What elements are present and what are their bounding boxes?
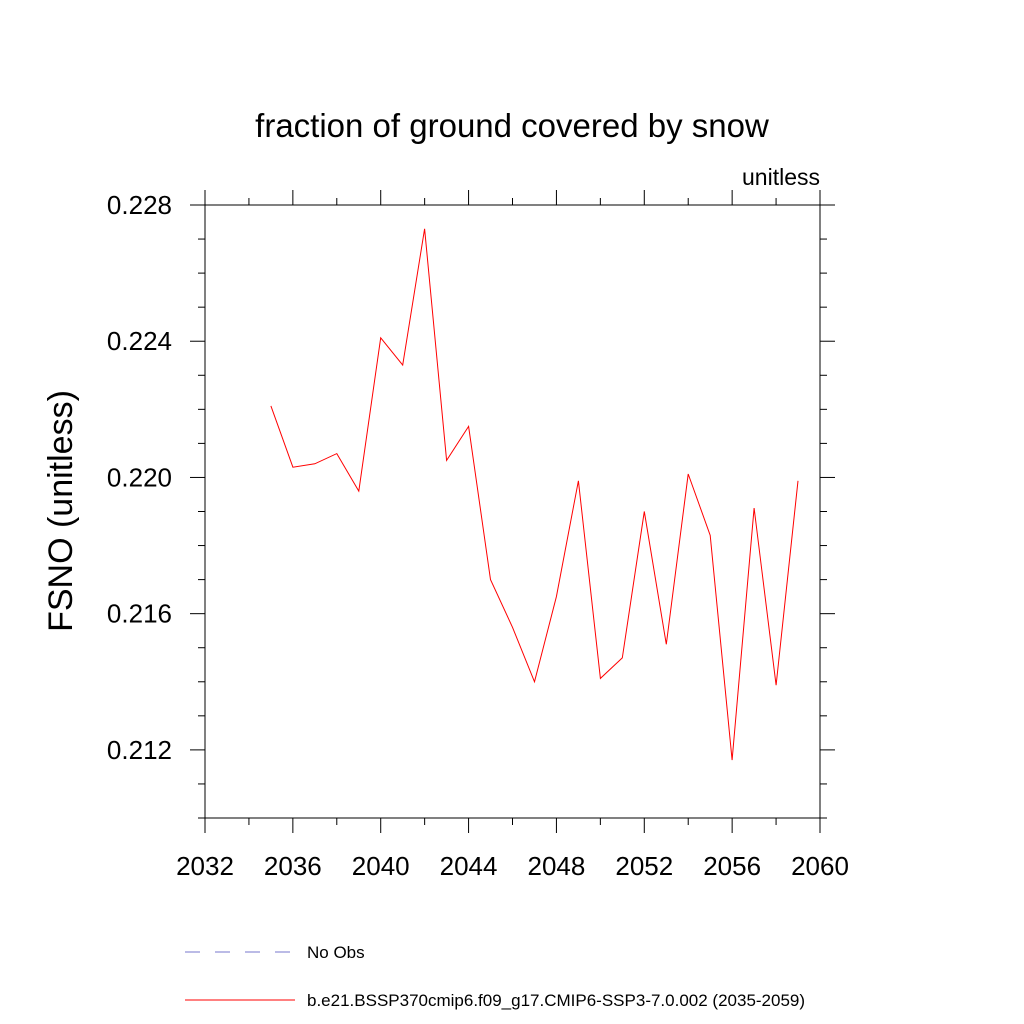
y-tick-label: 0.212 [107, 735, 172, 765]
x-tick-label: 2032 [176, 851, 234, 881]
y-tick-label: 0.220 [107, 462, 172, 492]
axes: 2032 2036 2040 2044 2048 2052 2056 2060 0.212 0.2… [107, 190, 849, 881]
units-label: unitless [742, 164, 820, 190]
y-tick-label: 0.224 [107, 326, 172, 356]
legend-label: No Obs [307, 943, 365, 962]
x-tick-label: 2056 [703, 851, 761, 881]
y-tick-label: 0.228 [107, 190, 172, 220]
series-line [270, 228, 799, 761]
legend: No Obs b.e21.BSSP370cmip6.f09_g17.CMIP6-S… [185, 943, 805, 1010]
series-lines [270, 228, 799, 761]
x-tick-label: 2044 [440, 851, 498, 881]
y-axis-label: FSNO (unitless) [42, 390, 80, 632]
legend-label: b.e21.BSSP370cmip6.f09_g17.CMIP6-SSP3-7.… [307, 991, 805, 1010]
chart-title: fraction of ground covered by snow [255, 107, 769, 144]
x-tick-label: 2040 [352, 851, 410, 881]
x-tick-label: 2048 [528, 851, 586, 881]
x-tick-label: 2036 [264, 851, 322, 881]
x-tick-label: 2052 [615, 851, 673, 881]
plot-frame [204, 204, 821, 819]
x-tick-label: 2060 [791, 851, 849, 881]
y-tick-label: 0.216 [107, 599, 172, 629]
